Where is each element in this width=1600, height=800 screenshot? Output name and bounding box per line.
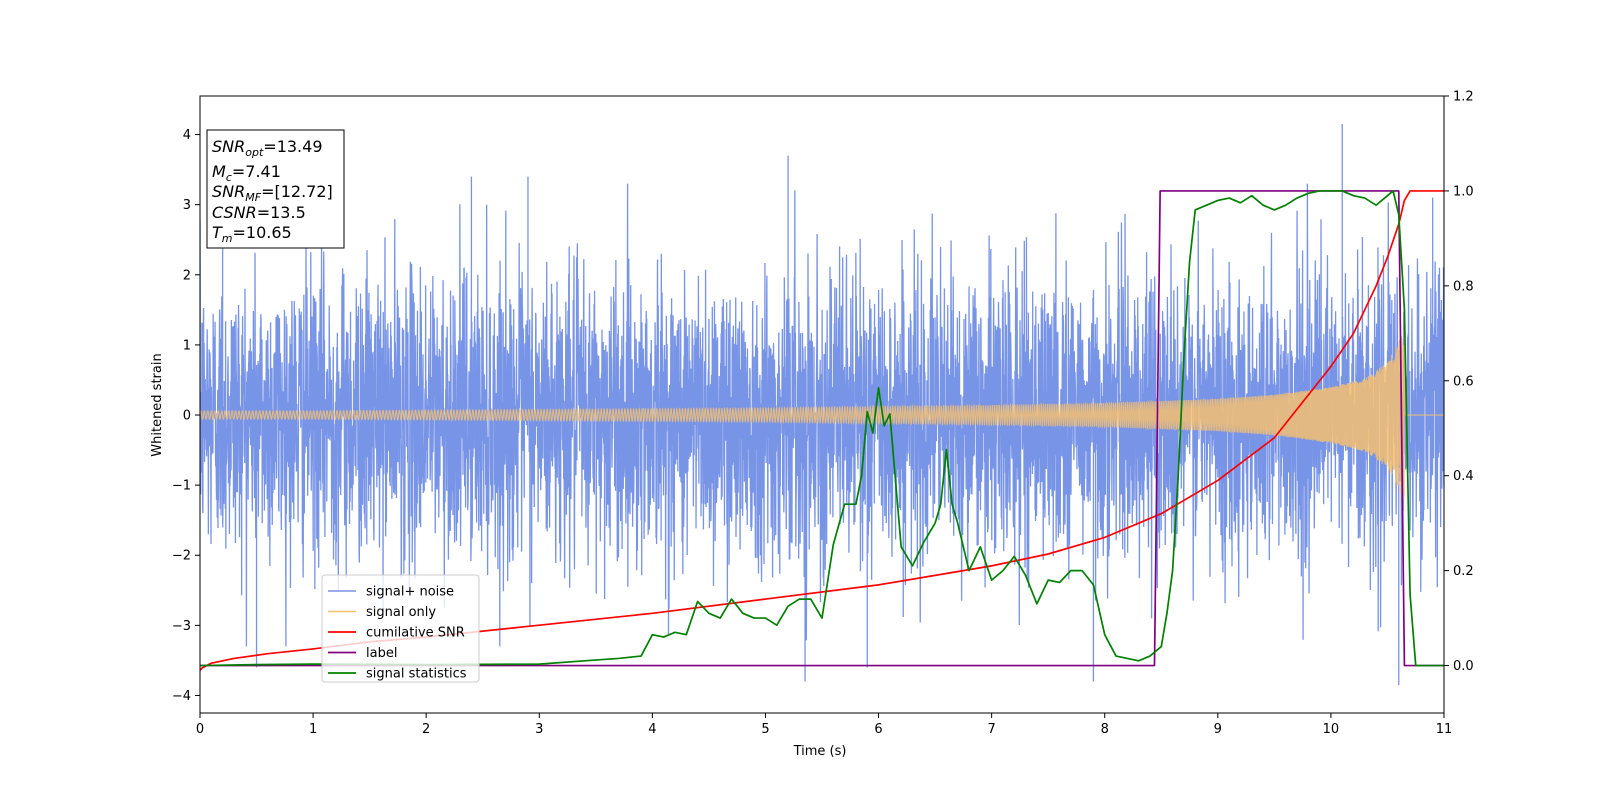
left-tick-label: 2 [183, 268, 191, 283]
x-tick-label: 11 [1436, 722, 1453, 737]
right-tick-label: 1.0 [1453, 184, 1474, 199]
annotation-csnr: CSNR=13.5 [212, 203, 306, 222]
annotation-snr-mf: SNRMF=[12.72] [212, 182, 333, 204]
right-tick-label: 0.8 [1453, 279, 1474, 294]
annotation-frame [206, 129, 345, 249]
legend: signal+ noise signal only cumilative SNR la… [321, 574, 480, 683]
right-axis-ticks: 0.0 0.2 0.4 0.6 0.8 1.0 1.2 [1444, 90, 1474, 674]
y-axis-label: Whitened strain [150, 353, 165, 456]
series-cumulative-snr [200, 190, 1444, 671]
left-tick-label: −2 [172, 549, 191, 564]
left-tick-label: −3 [172, 619, 191, 634]
x-tick-label: 5 [761, 722, 769, 737]
x-tick-label: 4 [648, 722, 656, 737]
legend-frame [321, 574, 480, 683]
x-axis-ticks: 0 1 2 3 4 5 6 7 8 9 10 11 [196, 713, 1452, 737]
right-tick-label: 0.4 [1453, 469, 1474, 484]
right-tick-label: 0.2 [1453, 564, 1474, 579]
series-label [200, 190, 1444, 667]
x-tick-label: 10 [1323, 722, 1340, 737]
left-tick-label: 0 [183, 409, 191, 424]
legend-label: cumilative SNR [366, 626, 465, 641]
annotation-snr-opt: SNRopt=13.49 [212, 137, 323, 159]
left-tick-label: −1 [172, 479, 191, 494]
series-signal-noise [200, 124, 1444, 685]
left-tick-label: 4 [183, 128, 191, 143]
x-tick-label: 0 [196, 722, 204, 737]
legend-label: signal statistics [366, 667, 467, 682]
left-tick-label: −4 [172, 689, 191, 704]
legend-label: signal only [366, 605, 436, 620]
series-signal-statistics [200, 190, 1444, 667]
annotation-box: SNRopt=13.49 Mc=7.41 SNRMF=[12.72] CSNR=… [206, 129, 345, 249]
left-axis-ticks: −4 −3 −2 −1 0 1 2 3 4 [172, 128, 200, 704]
x-tick-label: 8 [1101, 722, 1109, 737]
right-tick-label: 0.0 [1453, 659, 1474, 674]
x-tick-label: 7 [987, 722, 995, 737]
series-signal-only [200, 330, 1444, 501]
left-tick-label: 3 [183, 198, 191, 213]
x-tick-label: 3 [535, 722, 543, 737]
legend-label: signal+ noise [366, 585, 454, 600]
annotation-tm: Tm=10.65 [212, 223, 292, 245]
right-tick-label: 0.6 [1453, 374, 1474, 389]
axes-frame [199, 95, 1445, 714]
data-layer [200, 124, 1444, 685]
left-tick-label: 1 [183, 338, 191, 353]
x-tick-label: 9 [1214, 722, 1222, 737]
legend-items: signal+ noise signal only cumilative SNR la… [328, 585, 467, 682]
x-axis-label: Time (s) [793, 744, 847, 759]
x-tick-label: 2 [422, 722, 430, 737]
annotation-mc: Mc=7.41 [212, 162, 281, 184]
right-tick-label: 1.2 [1453, 90, 1474, 105]
legend-label: label [366, 646, 397, 661]
x-tick-label: 6 [874, 722, 882, 737]
x-tick-label: 1 [309, 722, 317, 737]
